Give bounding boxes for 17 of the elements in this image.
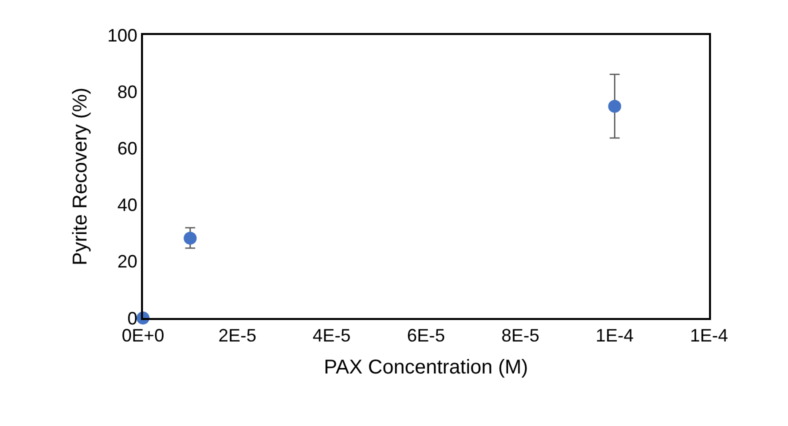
x-tick-label: 8E-5 bbox=[501, 326, 540, 346]
x-tick-label: 4E-5 bbox=[312, 326, 351, 346]
x-axis-title: PAX Concentration (M) bbox=[324, 356, 528, 379]
y-tick-label: 80 bbox=[117, 82, 138, 102]
point bbox=[184, 232, 197, 245]
y-tick-label: 20 bbox=[117, 252, 138, 272]
y-axis-title: Pyrite Recovery (%) bbox=[69, 88, 92, 266]
y-tick-label: 40 bbox=[117, 195, 138, 216]
x-tick-label: 6E-5 bbox=[406, 326, 446, 346]
y-tick-label: 60 bbox=[117, 138, 138, 158]
point bbox=[608, 100, 622, 113]
x-tick-label: 0E+0 bbox=[122, 326, 164, 346]
y-tick-label: 100 bbox=[107, 25, 138, 46]
x-tick-label: 2E-5 bbox=[218, 326, 256, 346]
x-tick-label: 1E-4 bbox=[596, 326, 634, 346]
x-tick-label: 1E-4 bbox=[690, 326, 728, 346]
y-tick-label: 0 bbox=[127, 308, 138, 328]
